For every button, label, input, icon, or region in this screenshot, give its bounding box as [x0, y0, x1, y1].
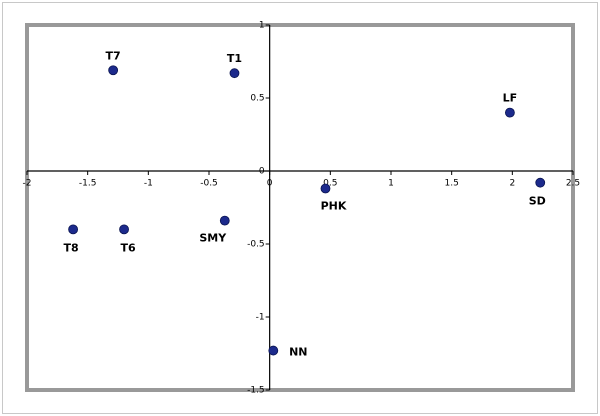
- point: [68, 224, 79, 235]
- point-label: LF: [503, 92, 518, 105]
- x-tick-label: -0.5: [200, 179, 218, 189]
- point: [268, 345, 279, 356]
- plot-frame: [25, 23, 575, 392]
- x-tick-label: 1: [388, 179, 394, 189]
- y-tick-label: 0.5: [250, 94, 264, 104]
- x-tick-label: 0.5: [323, 179, 337, 189]
- y-tick-label: -0.5: [247, 240, 265, 250]
- point-label: T7: [106, 49, 121, 62]
- point: [505, 107, 515, 118]
- y-tick-label: -1: [256, 313, 265, 323]
- point: [219, 215, 230, 226]
- point-label: PHK: [321, 200, 347, 213]
- x-tick-label: 1.5: [445, 179, 459, 189]
- point-label: NN: [289, 346, 307, 359]
- x-tick-label: 0: [267, 179, 273, 189]
- y-tick-label: -1.5: [247, 386, 265, 396]
- x-tick-label: -1.5: [79, 179, 97, 189]
- x-tick-label: 2.5: [566, 179, 580, 189]
- y-tick-label: 1: [259, 21, 265, 31]
- point: [229, 68, 240, 79]
- y-tick-label: 0: [259, 167, 265, 177]
- point: [535, 177, 546, 188]
- x-tick-label: -1: [144, 179, 153, 189]
- point-label: SMY: [199, 232, 227, 245]
- point-label: T1: [227, 52, 242, 65]
- point-label: T8: [64, 241, 79, 254]
- point: [108, 65, 119, 76]
- x-tick-label: -2: [23, 179, 32, 189]
- point: [119, 224, 129, 235]
- point-label: SD: [529, 195, 546, 208]
- x-tick-label: 2: [509, 179, 515, 189]
- point: [320, 183, 331, 194]
- point-label: T6: [120, 241, 136, 254]
